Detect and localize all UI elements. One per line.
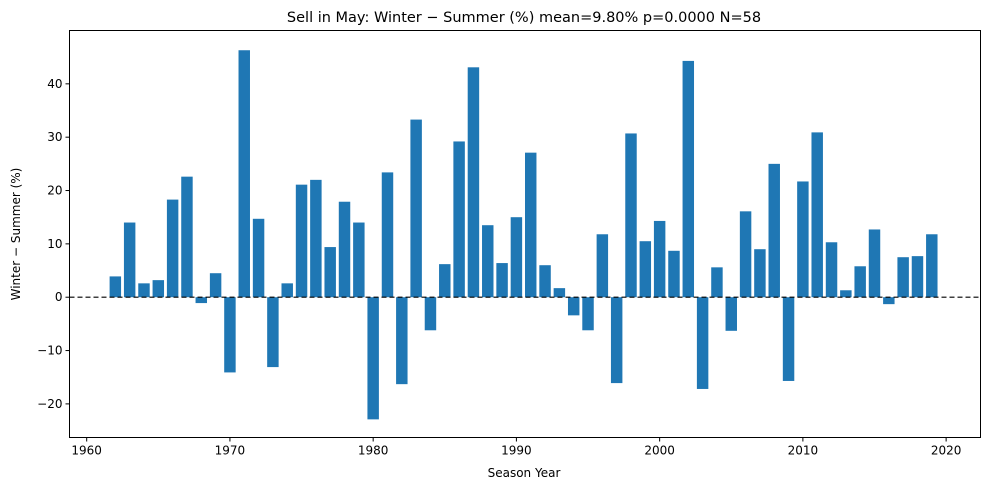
x-tick-label: 2010 xyxy=(788,444,819,458)
y-tick-label: 40 xyxy=(47,77,62,91)
bar-2006 xyxy=(739,211,752,298)
bar-2005 xyxy=(725,297,737,331)
bar-2011 xyxy=(811,132,823,298)
bar-1995 xyxy=(582,297,594,331)
bar-2004 xyxy=(711,267,723,298)
y-axis-ticks: −20 −10 0 10 20 30 40 xyxy=(37,77,70,411)
bar-1983 xyxy=(410,119,422,298)
y-tick-label: 0 xyxy=(55,290,63,304)
bar-2012 xyxy=(825,242,838,298)
y-tick-label: 20 xyxy=(47,184,62,198)
bar-1969 xyxy=(209,273,222,298)
bar-1991 xyxy=(525,152,537,298)
y-tick-label: 30 xyxy=(47,130,62,144)
x-tick-label: 1970 xyxy=(215,444,246,458)
bar-2003 xyxy=(696,297,709,389)
x-tick-label: 1960 xyxy=(71,444,102,458)
bar-1973 xyxy=(267,297,279,368)
bar-2001 xyxy=(668,250,680,298)
bar-1994 xyxy=(567,297,580,316)
bar-1984 xyxy=(424,297,437,331)
y-tick-label: −20 xyxy=(37,397,62,411)
y-axis-label: Winter − Summer (%) xyxy=(9,168,23,301)
bar-1987 xyxy=(467,67,480,298)
bar-1985 xyxy=(439,264,451,298)
bar-2017 xyxy=(897,257,909,298)
bar-2015 xyxy=(868,229,881,298)
bar-1993 xyxy=(553,288,566,298)
bar-1997 xyxy=(610,297,623,384)
bar-2009 xyxy=(782,297,795,381)
bar-1979 xyxy=(353,222,365,298)
bar-1989 xyxy=(496,263,508,298)
bar-1981 xyxy=(381,172,394,298)
y-tick-label: 10 xyxy=(47,237,62,251)
bar-1975 xyxy=(295,184,308,298)
bar-1976 xyxy=(310,179,322,298)
bar-2002 xyxy=(682,60,695,298)
bar-1999 xyxy=(639,241,652,298)
bar-1966 xyxy=(166,199,179,298)
bar-1971 xyxy=(238,50,250,298)
bar-2014 xyxy=(854,266,866,298)
bar-1996 xyxy=(596,234,609,298)
x-tick-label: 1990 xyxy=(501,444,532,458)
bar-1964 xyxy=(138,283,150,298)
bar-1998 xyxy=(625,133,637,298)
bars xyxy=(109,50,938,420)
bar-1974 xyxy=(281,283,293,298)
bar-2019 xyxy=(926,234,938,298)
bar-2008 xyxy=(768,163,780,298)
bar-1990 xyxy=(510,217,523,298)
bar-2007 xyxy=(754,249,766,298)
x-tick-label: 2020 xyxy=(931,444,962,458)
bar-1967 xyxy=(181,176,193,298)
bar-1978 xyxy=(338,201,351,298)
x-axis-label: Season Year xyxy=(488,466,561,480)
x-tick-label: 2000 xyxy=(644,444,675,458)
bar-1982 xyxy=(396,297,408,385)
plot-frame xyxy=(69,30,981,438)
bar-1980 xyxy=(367,297,379,420)
chart-title: Sell in May: Winter − Summer (%) mean=9.… xyxy=(287,10,761,26)
bar-1986 xyxy=(453,141,465,298)
bar-1963 xyxy=(123,222,136,298)
bar-2018 xyxy=(911,256,924,298)
bar-1977 xyxy=(324,247,336,298)
y-tick-label: −10 xyxy=(37,344,62,358)
bar-1972 xyxy=(252,218,265,298)
bar-1970 xyxy=(224,297,236,373)
bar-2013 xyxy=(840,290,852,298)
bar-2010 xyxy=(797,181,809,298)
bar-2016 xyxy=(883,297,895,305)
x-axis-ticks: 1960 1970 1980 1990 2000 2010 2020 xyxy=(71,437,962,458)
bar-1962 xyxy=(109,276,122,298)
bar-2000 xyxy=(653,220,666,298)
bar-1968 xyxy=(195,297,208,304)
bar-1988 xyxy=(482,225,494,298)
bar-1965 xyxy=(152,280,165,298)
bar-1992 xyxy=(539,265,551,298)
x-tick-label: 1980 xyxy=(358,444,389,458)
